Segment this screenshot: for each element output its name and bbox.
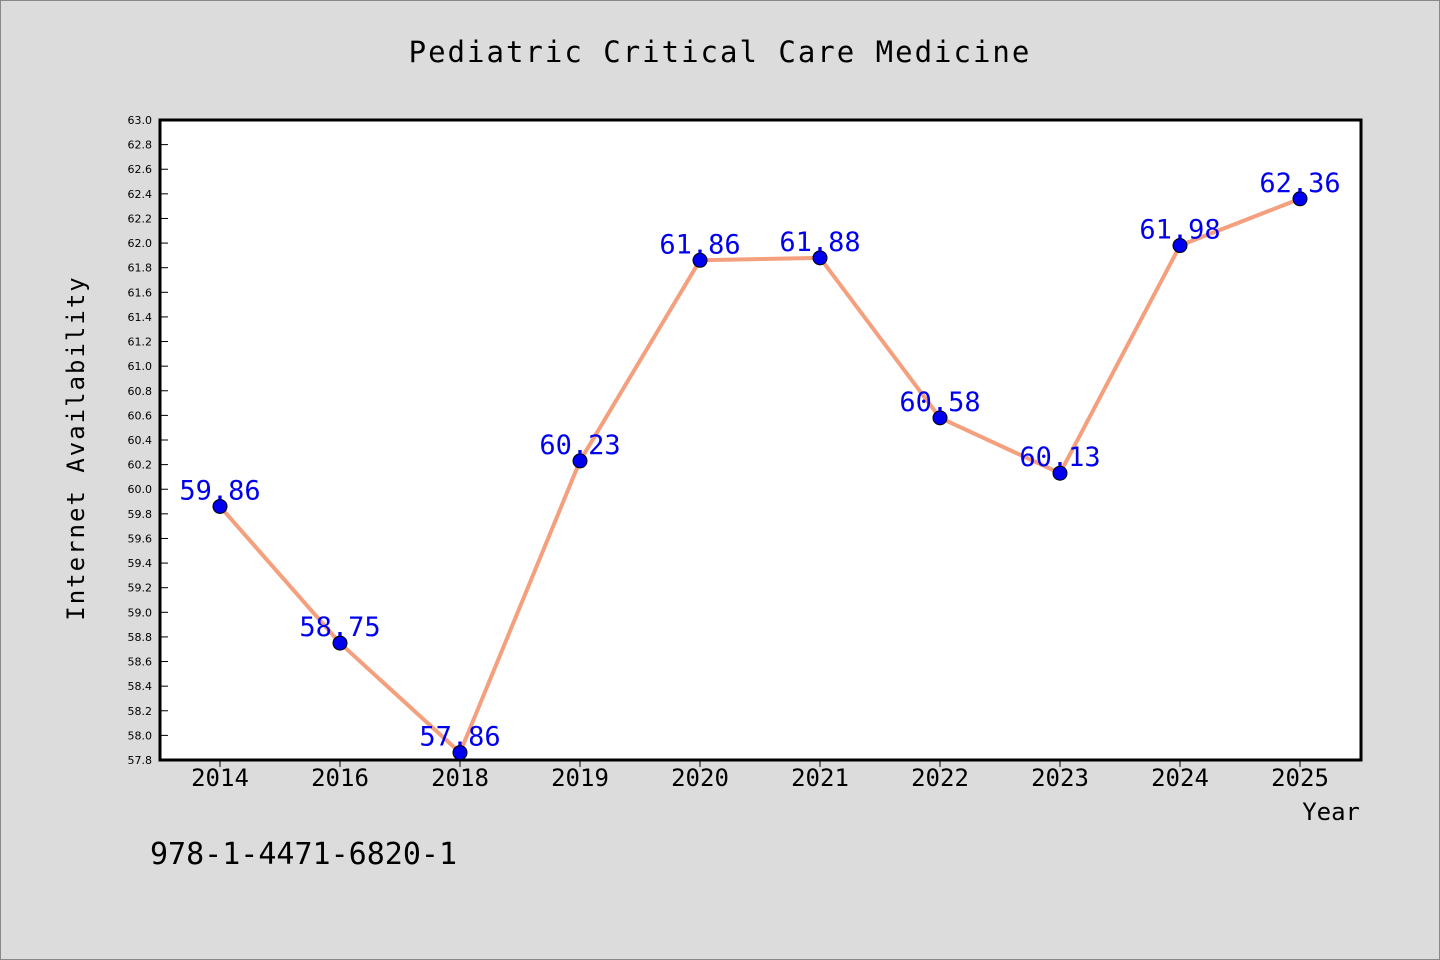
series-line bbox=[218, 196, 1301, 755]
y-tick-label: 61.8 bbox=[128, 262, 153, 275]
y-tick-label: 62.8 bbox=[128, 139, 153, 152]
y-tick-label: 60.6 bbox=[128, 409, 153, 422]
y-tick-label: 58.2 bbox=[128, 705, 153, 718]
y-tick-label: 60.8 bbox=[128, 385, 153, 398]
data-point-marker bbox=[932, 410, 948, 426]
data-label: 60.58 bbox=[899, 387, 980, 418]
footer-id-text: 978-1-4471-6820-1 bbox=[150, 837, 457, 872]
y-axis-label: Internet Availability bbox=[62, 275, 90, 620]
y-tick-label: 58.4 bbox=[128, 680, 153, 693]
x-tick-label: 2020 bbox=[671, 764, 729, 792]
y-tick-label: 60.2 bbox=[128, 459, 153, 472]
y-tick-label: 62.0 bbox=[128, 237, 153, 250]
y-tick-label: 61.6 bbox=[128, 286, 153, 299]
x-axis: 2014 2016 2018 2019 2020 2021 2022 2023 2024 2025 bbox=[191, 760, 1329, 792]
data-point-marker bbox=[572, 453, 588, 469]
x-tick-label: 2021 bbox=[791, 764, 849, 792]
x-tick-label: 2023 bbox=[1031, 764, 1089, 792]
data-label: 62.36 bbox=[1259, 168, 1340, 199]
x-tick-label: 2018 bbox=[431, 764, 489, 792]
data-label: 57.86 bbox=[419, 722, 500, 753]
plot-area bbox=[158, 118, 1363, 762]
x-tick-label: 2022 bbox=[911, 764, 969, 792]
data-label: 59.86 bbox=[179, 475, 260, 506]
data-point-marker bbox=[812, 250, 828, 266]
x-tick-label: 2024 bbox=[1151, 764, 1209, 792]
x-axis-label: Year bbox=[1302, 798, 1360, 826]
data-point-marker bbox=[332, 635, 348, 651]
y-tick-label: 59.4 bbox=[128, 557, 153, 570]
y-tick-label: 58.6 bbox=[128, 656, 153, 669]
y-tick-label: 61.2 bbox=[128, 336, 153, 349]
y-tick-label: 58.0 bbox=[128, 729, 153, 742]
series-layer: 59.86 58.75 57.86 60.23 61.86 61.88 60.58 60.13… bbox=[179, 168, 1341, 761]
data-point-marker bbox=[1052, 465, 1068, 481]
y-tick-label: 60.0 bbox=[128, 483, 153, 496]
y-tick-label: 62.4 bbox=[128, 188, 153, 201]
y-tick-label: 61.4 bbox=[128, 311, 153, 324]
x-tick-label: 2014 bbox=[191, 764, 249, 792]
y-tick-label: 58.8 bbox=[128, 631, 153, 644]
data-point-marker bbox=[1172, 238, 1188, 254]
data-point-marker bbox=[1292, 191, 1308, 207]
data-label: 60.23 bbox=[539, 430, 620, 461]
y-tick-label: 63.0 bbox=[128, 114, 153, 127]
chart-title: Pediatric Critical Care Medicine bbox=[409, 35, 1032, 69]
y-tick-label: 60.4 bbox=[128, 434, 153, 447]
data-label: 60.13 bbox=[1019, 442, 1100, 473]
x-tick-label: 2025 bbox=[1271, 764, 1329, 792]
y-tick-label: 62.6 bbox=[128, 163, 153, 176]
data-label: 61.98 bbox=[1139, 215, 1220, 246]
data-label: 61.88 bbox=[779, 227, 860, 258]
y-tick-label: 59.8 bbox=[128, 508, 153, 521]
data-point-marker bbox=[452, 745, 468, 761]
data-point-marker bbox=[692, 252, 708, 268]
data-point-marker bbox=[212, 498, 228, 514]
y-axis: 57.8 58.0 58.2 58.4 58.6 58.8 59.0 59.2 59.4 59.6… bbox=[128, 114, 168, 767]
y-tick-label: 59.2 bbox=[128, 582, 153, 595]
data-label: 58.75 bbox=[299, 612, 380, 643]
y-tick-label: 62.2 bbox=[128, 212, 153, 225]
data-label: 61.86 bbox=[659, 229, 740, 260]
y-tick-label: 61.0 bbox=[128, 360, 153, 373]
x-tick-label: 2016 bbox=[311, 764, 369, 792]
y-tick-label: 59.6 bbox=[128, 532, 153, 545]
y-tick-label: 59.0 bbox=[128, 606, 153, 619]
y-tick-label: 57.8 bbox=[128, 754, 153, 767]
x-tick-label: 2019 bbox=[551, 764, 609, 792]
